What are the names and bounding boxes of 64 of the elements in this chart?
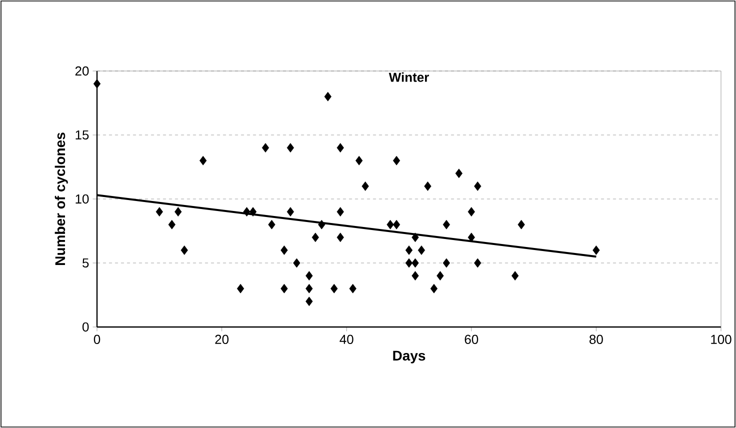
y-axis-title: Number of cyclones: [54, 132, 68, 265]
point: [312, 232, 319, 242]
point: [168, 220, 176, 230]
x-tick-label: 40: [340, 334, 354, 344]
point: [180, 245, 188, 255]
point: [93, 79, 101, 88]
y-tick-label: 0: [82, 322, 89, 332]
point: [405, 258, 413, 268]
point: [286, 207, 294, 216]
point: [318, 220, 326, 230]
point: [286, 143, 294, 152]
point: [262, 143, 270, 152]
point: [306, 284, 313, 294]
x-tick-label: 20: [215, 334, 229, 344]
y-tick-label: 20: [75, 66, 89, 76]
point: [412, 232, 419, 242]
y-tick-label: 10: [76, 194, 89, 204]
point: [200, 156, 207, 166]
point: [512, 271, 519, 280]
point: [280, 284, 288, 294]
point: [349, 284, 356, 294]
x-tick-label: 0: [94, 334, 100, 344]
point: [156, 207, 163, 216]
point: [243, 207, 250, 216]
point: [468, 207, 475, 216]
point: [442, 258, 450, 268]
point: [336, 232, 344, 242]
x-axis-title: Days: [393, 350, 426, 364]
point: [306, 296, 313, 306]
point: [280, 245, 288, 255]
point: [362, 181, 369, 191]
point: [418, 245, 426, 255]
point: [330, 284, 338, 294]
point: [474, 181, 482, 191]
point: [518, 220, 525, 230]
point: [336, 143, 344, 152]
point: [405, 245, 413, 255]
point: [236, 284, 244, 294]
point: [268, 220, 276, 230]
point: [430, 284, 438, 294]
point: [412, 271, 419, 280]
point: [424, 181, 432, 191]
x-tick-label: 80: [590, 334, 603, 344]
point: [386, 220, 394, 230]
point: [392, 220, 400, 230]
point: [174, 207, 182, 216]
point: [592, 245, 600, 255]
point: [356, 156, 363, 166]
chart-title: Winter: [388, 72, 429, 82]
point: [436, 271, 444, 280]
y-tick-label: 5: [82, 258, 89, 268]
point: [324, 92, 332, 102]
point: [336, 207, 344, 216]
y-tick-label: 15: [76, 130, 89, 140]
point: [474, 258, 482, 268]
point: [249, 207, 257, 216]
point: [412, 258, 419, 268]
point: [392, 156, 400, 166]
x-tick-label: 100: [711, 334, 732, 344]
point: [442, 220, 450, 230]
point: [455, 168, 462, 178]
point: [306, 271, 313, 280]
x-tick-label: 60: [464, 334, 478, 344]
point: [293, 258, 300, 268]
